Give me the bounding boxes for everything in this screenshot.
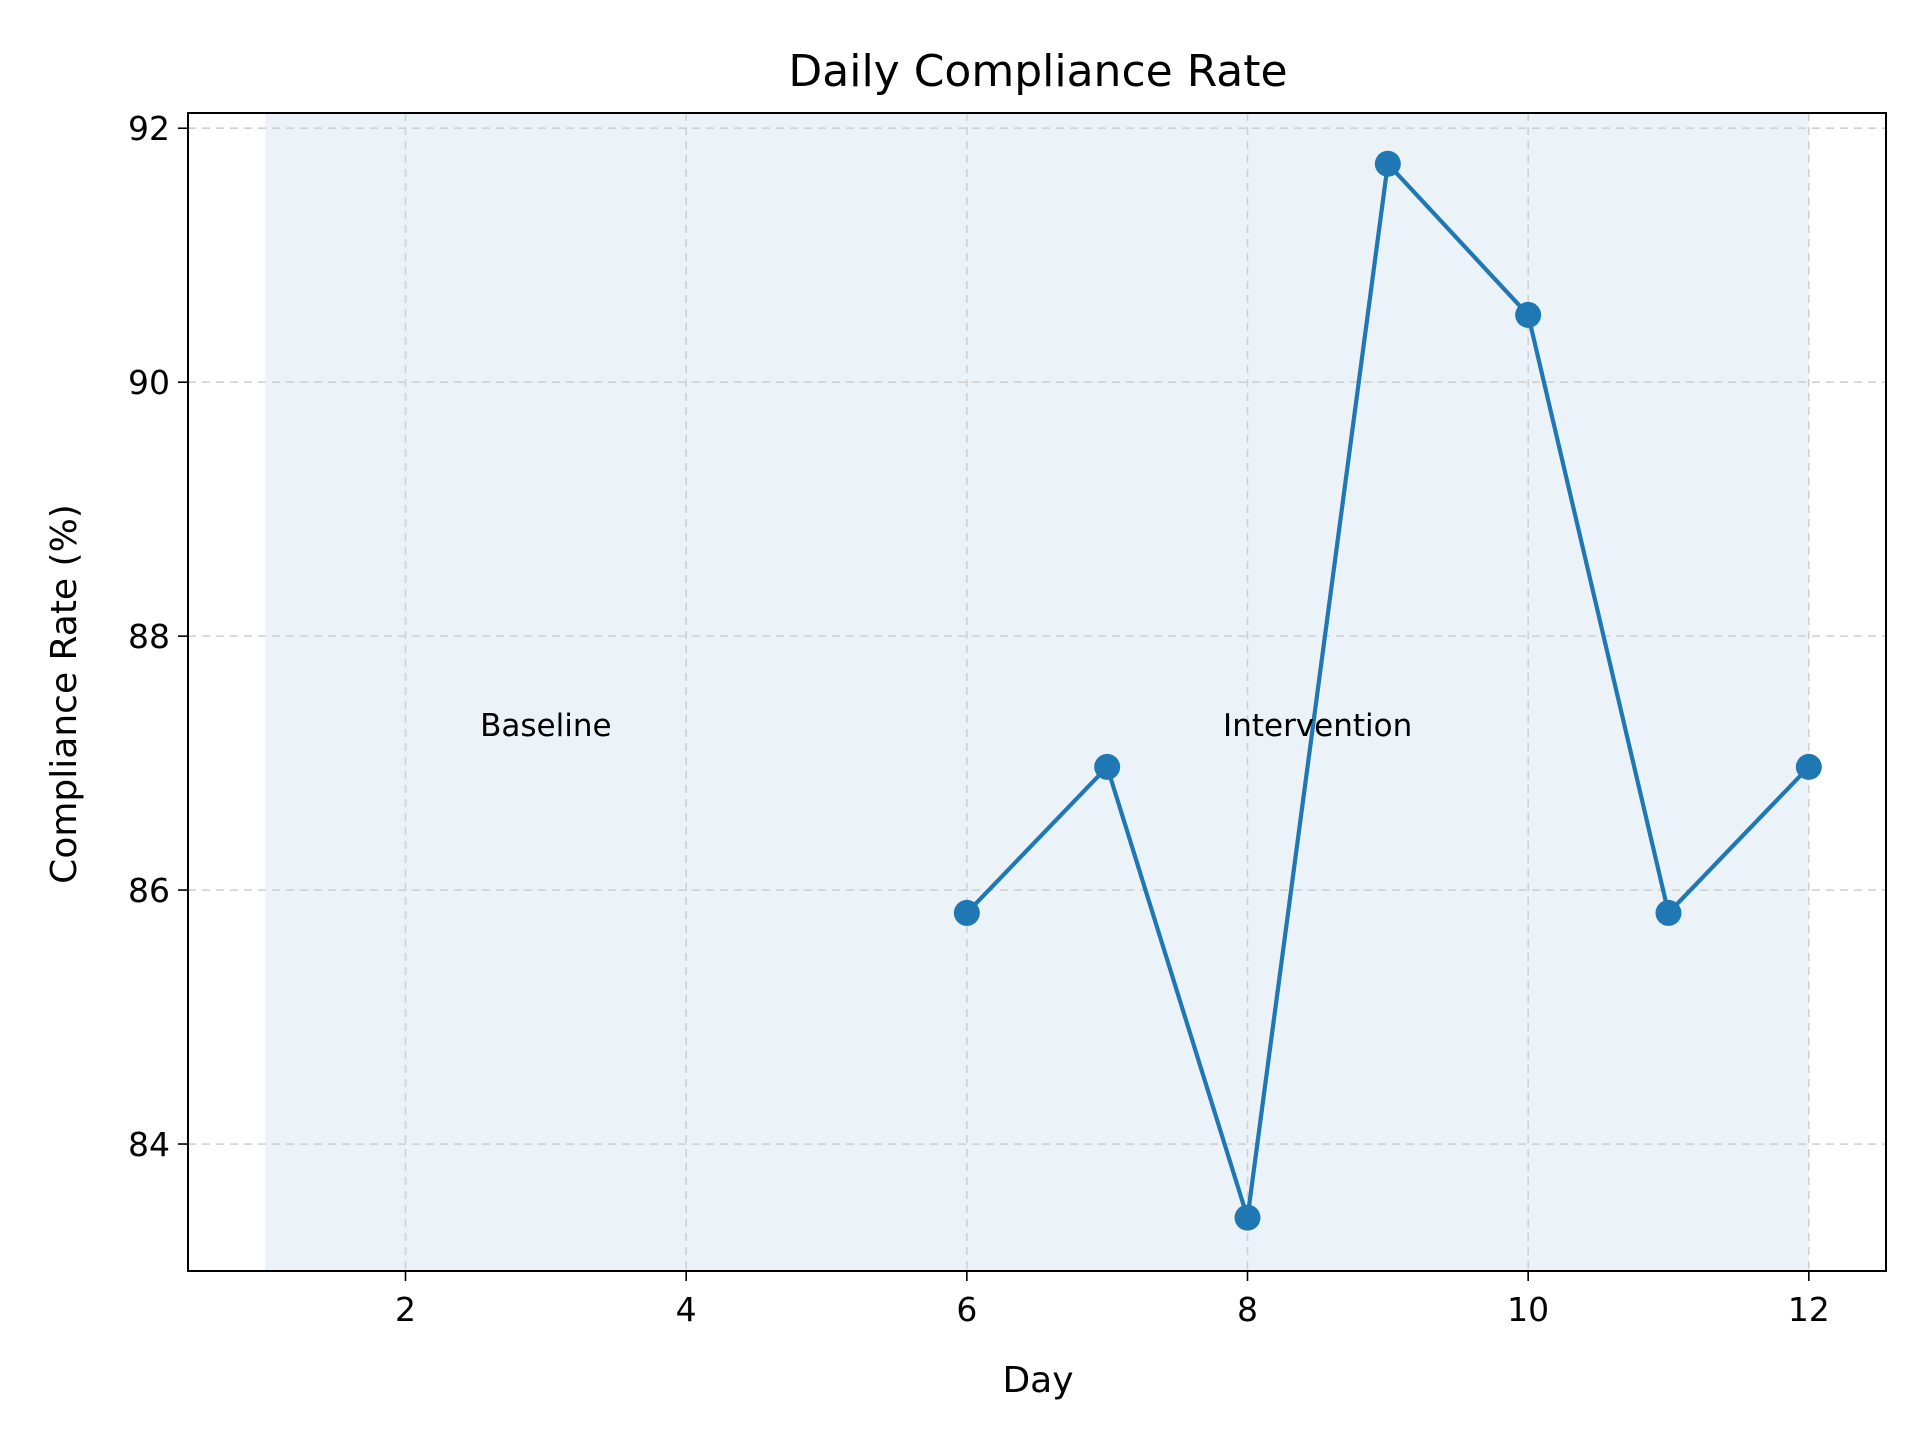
data-point <box>953 899 980 926</box>
y-tick-label: 90 <box>128 363 170 402</box>
data-point <box>1094 753 1121 780</box>
annotation-layer: Baseline Intervention <box>480 708 1412 744</box>
x-tick-label: 2 <box>395 1290 416 1329</box>
x-tick-label: 10 <box>1507 1290 1549 1329</box>
shaded-region-layer <box>265 113 1809 1271</box>
y-tick-label: 86 <box>128 871 170 910</box>
y-axis-label: Compliance Rate (%) <box>44 504 85 884</box>
x-tick-label: 6 <box>956 1290 977 1329</box>
data-point <box>1515 301 1542 328</box>
shaded-region <box>265 113 1809 1271</box>
x-axis-label: Day <box>1002 1360 1073 1401</box>
data-point <box>1374 150 1401 177</box>
data-point <box>1234 1204 1261 1231</box>
plot-frame <box>187 112 1887 1272</box>
tick-layer: 2 4 6 8 10 12 84 86 88 90 92 <box>128 109 1830 1329</box>
y-tick-label: 84 <box>128 1125 170 1164</box>
annotation-label: Baseline <box>480 708 611 744</box>
y-tick-label: 92 <box>128 109 170 148</box>
annotation-label: Intervention <box>1223 708 1412 744</box>
data-point <box>1795 753 1822 780</box>
series-layer <box>953 150 1822 1231</box>
y-tick-label: 88 <box>128 617 170 656</box>
x-tick-label: 4 <box>676 1290 697 1329</box>
data-point <box>1655 899 1682 926</box>
x-tick-label: 8 <box>1237 1290 1258 1329</box>
chart-title: Daily Compliance Rate <box>788 46 1287 97</box>
grid-layer <box>188 113 1886 1271</box>
x-tick-label: 12 <box>1788 1290 1830 1329</box>
